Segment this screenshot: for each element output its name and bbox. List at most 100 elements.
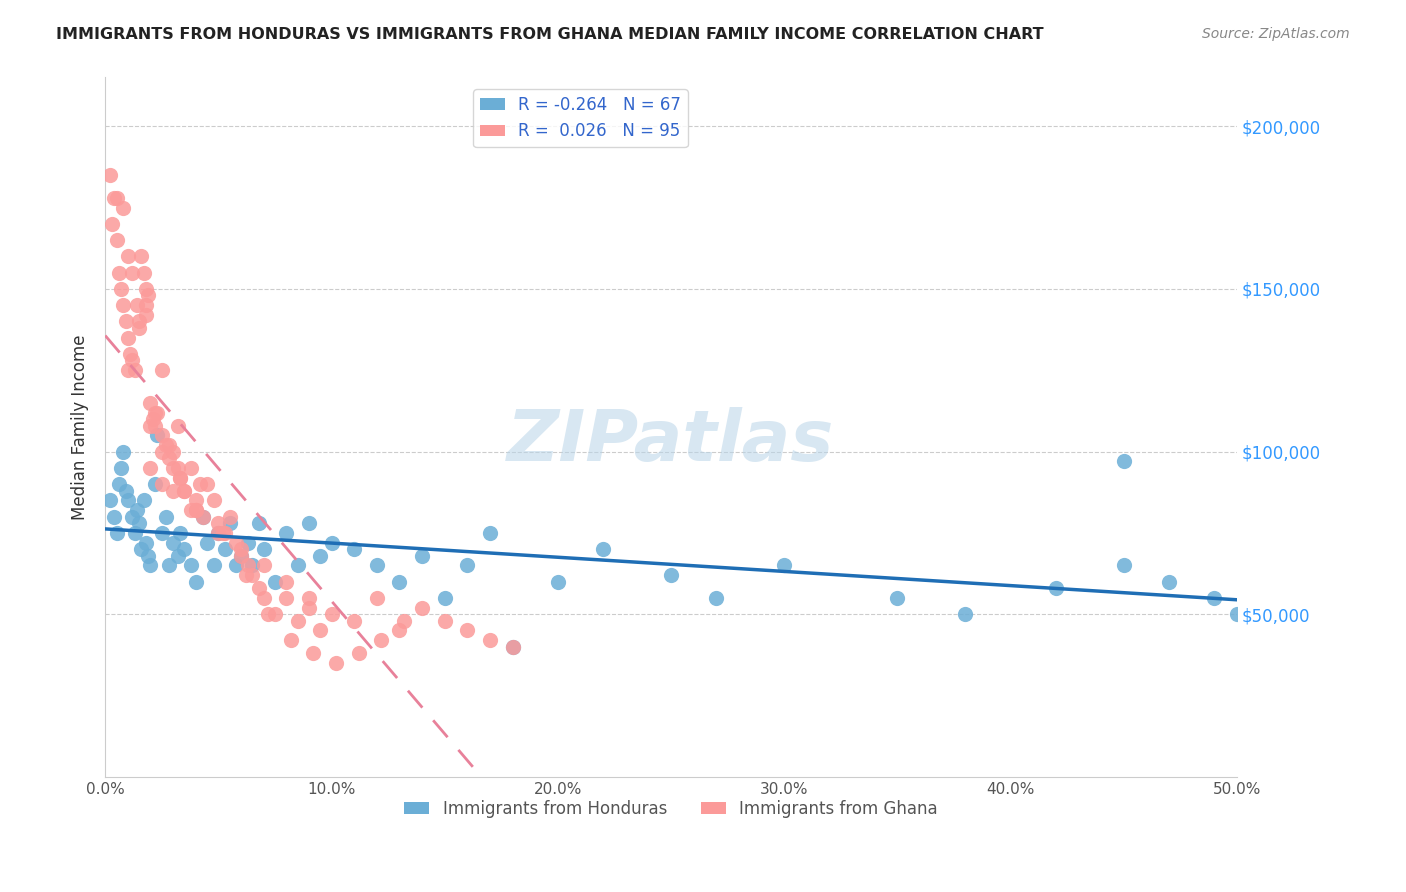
Point xyxy=(1157,574,1180,589)
Point xyxy=(131,249,153,263)
Point xyxy=(202,493,225,508)
Point xyxy=(1226,607,1249,622)
Point xyxy=(229,549,252,563)
Point xyxy=(136,288,159,302)
Point xyxy=(117,249,139,263)
Point xyxy=(218,516,240,530)
Point xyxy=(240,568,263,582)
Point xyxy=(195,477,218,491)
Point xyxy=(150,477,173,491)
Point xyxy=(117,363,139,377)
Point xyxy=(547,574,569,589)
Point xyxy=(125,298,148,312)
Point xyxy=(124,363,146,377)
Point xyxy=(132,493,155,508)
Point xyxy=(704,591,727,605)
Point xyxy=(105,191,128,205)
Point xyxy=(131,542,153,557)
Point xyxy=(287,558,309,573)
Point xyxy=(150,428,173,442)
Point xyxy=(207,516,229,530)
Point xyxy=(1045,581,1067,595)
Point xyxy=(953,607,976,622)
Point xyxy=(411,600,433,615)
Point xyxy=(112,201,135,215)
Point xyxy=(321,535,343,549)
Point xyxy=(146,405,169,419)
Point xyxy=(103,191,125,205)
Point xyxy=(257,607,280,622)
Point xyxy=(139,558,162,573)
Point xyxy=(321,607,343,622)
Point xyxy=(135,308,157,322)
Point xyxy=(184,574,207,589)
Point xyxy=(105,233,128,247)
Point xyxy=(502,640,524,654)
Point xyxy=(121,353,143,368)
Point xyxy=(150,525,173,540)
Text: ZIPatlas: ZIPatlas xyxy=(508,407,835,475)
Point xyxy=(207,525,229,540)
Point xyxy=(191,509,214,524)
Point xyxy=(433,614,456,628)
Y-axis label: Median Family Income: Median Family Income xyxy=(72,334,89,520)
Point xyxy=(264,607,287,622)
Point xyxy=(157,451,180,466)
Point xyxy=(139,460,162,475)
Point xyxy=(592,542,614,557)
Point xyxy=(214,542,236,557)
Point xyxy=(169,470,191,484)
Point xyxy=(180,558,202,573)
Point xyxy=(121,509,143,524)
Point xyxy=(155,438,177,452)
Point xyxy=(252,558,274,573)
Point xyxy=(1112,558,1135,573)
Point xyxy=(173,483,195,498)
Point xyxy=(128,516,150,530)
Point xyxy=(252,591,274,605)
Point xyxy=(235,568,257,582)
Point xyxy=(180,503,202,517)
Point xyxy=(276,525,298,540)
Point xyxy=(166,460,188,475)
Point xyxy=(191,509,214,524)
Point xyxy=(276,591,298,605)
Point xyxy=(236,558,259,573)
Point xyxy=(298,600,321,615)
Point xyxy=(287,614,309,628)
Point xyxy=(139,396,162,410)
Point xyxy=(202,558,225,573)
Point xyxy=(456,558,478,573)
Point xyxy=(886,591,908,605)
Point xyxy=(184,503,207,517)
Text: Source: ZipAtlas.com: Source: ZipAtlas.com xyxy=(1202,27,1350,41)
Point xyxy=(110,460,132,475)
Point xyxy=(240,558,263,573)
Point xyxy=(236,535,259,549)
Point xyxy=(184,503,207,517)
Point xyxy=(347,646,370,660)
Point xyxy=(388,624,411,638)
Point xyxy=(150,363,173,377)
Point xyxy=(155,509,177,524)
Point xyxy=(247,581,270,595)
Point xyxy=(98,168,121,182)
Point xyxy=(105,525,128,540)
Point xyxy=(114,483,136,498)
Point xyxy=(214,525,236,540)
Point xyxy=(120,347,142,361)
Legend: Immigrants from Honduras, Immigrants from Ghana: Immigrants from Honduras, Immigrants fro… xyxy=(398,793,945,824)
Point xyxy=(162,483,184,498)
Point xyxy=(252,542,274,557)
Point xyxy=(276,574,298,589)
Point xyxy=(135,535,157,549)
Point xyxy=(433,591,456,605)
Point xyxy=(225,558,247,573)
Point xyxy=(142,412,165,426)
Point xyxy=(157,558,180,573)
Point xyxy=(280,633,302,648)
Point xyxy=(112,298,135,312)
Text: IMMIGRANTS FROM HONDURAS VS IMMIGRANTS FROM GHANA MEDIAN FAMILY INCOME CORRELATI: IMMIGRANTS FROM HONDURAS VS IMMIGRANTS F… xyxy=(56,27,1043,42)
Point xyxy=(107,477,129,491)
Point xyxy=(166,549,188,563)
